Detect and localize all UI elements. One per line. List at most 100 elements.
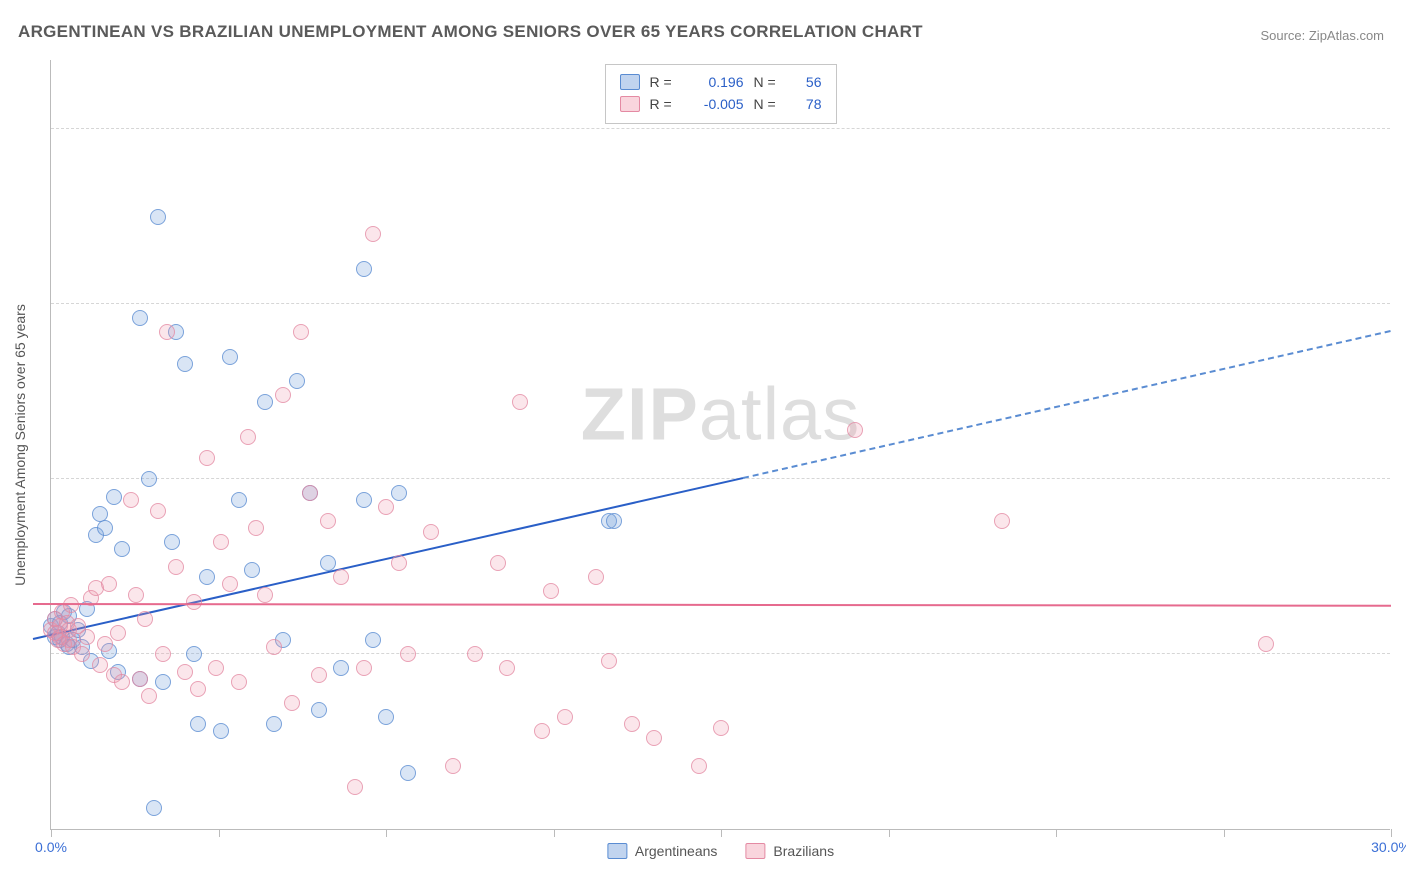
data-point — [186, 594, 202, 610]
legend-bottom-argentineans: Argentineans — [607, 843, 718, 859]
data-point — [106, 489, 122, 505]
legend-n-label: N = — [754, 74, 782, 90]
data-point — [994, 513, 1010, 529]
swatch-brazilians-icon — [620, 96, 640, 112]
data-point — [512, 394, 528, 410]
data-point — [208, 660, 224, 676]
data-point — [400, 765, 416, 781]
data-point — [114, 674, 130, 690]
gridline — [51, 653, 1390, 654]
data-point — [199, 450, 215, 466]
x-tick — [1391, 829, 1392, 837]
data-point — [365, 226, 381, 242]
data-point — [293, 324, 309, 340]
data-point — [691, 758, 707, 774]
data-point — [275, 387, 291, 403]
x-tick — [386, 829, 387, 837]
plot-area: ZIPatlas R = 0.196 N = 56 R = -0.005 N =… — [50, 60, 1390, 830]
data-point — [423, 524, 439, 540]
data-point — [137, 611, 153, 627]
x-tick-label: 0.0% — [35, 839, 67, 855]
legend-r-label: R = — [650, 74, 678, 90]
data-point — [231, 492, 247, 508]
data-point — [333, 569, 349, 585]
y-tick-label: 20.0% — [1396, 121, 1406, 137]
x-tick — [554, 829, 555, 837]
regression-line — [743, 330, 1391, 479]
data-point — [141, 471, 157, 487]
data-point — [490, 555, 506, 571]
data-point — [588, 569, 604, 585]
legend-bottom-bra-label: Brazilians — [773, 843, 834, 859]
x-tick-label: 30.0% — [1371, 839, 1406, 855]
data-point — [244, 562, 260, 578]
data-point — [141, 688, 157, 704]
data-point — [240, 429, 256, 445]
y-tick-label: 5.0% — [1396, 646, 1406, 662]
data-point — [320, 513, 336, 529]
legend-n-label: N = — [754, 96, 782, 112]
data-point — [97, 520, 113, 536]
data-point — [302, 485, 318, 501]
data-point — [365, 632, 381, 648]
data-point — [213, 723, 229, 739]
data-point — [222, 576, 238, 592]
data-point — [284, 695, 300, 711]
legend-bra-r-value: -0.005 — [688, 96, 744, 112]
data-point — [624, 716, 640, 732]
data-point — [199, 569, 215, 585]
data-point — [378, 709, 394, 725]
legend-top: R = 0.196 N = 56 R = -0.005 N = 78 — [605, 64, 837, 124]
watermark-rest: atlas — [699, 372, 860, 455]
data-point — [646, 730, 662, 746]
data-point — [266, 716, 282, 732]
chart-title: ARGENTINEAN VS BRAZILIAN UNEMPLOYMENT AM… — [18, 22, 923, 42]
y-axis-label: Unemployment Among Seniors over 65 years — [12, 304, 28, 586]
gridline — [51, 303, 1390, 304]
x-tick — [1056, 829, 1057, 837]
gridline — [51, 478, 1390, 479]
swatch-brazilians-icon — [745, 843, 765, 859]
data-point — [534, 723, 550, 739]
x-tick — [1224, 829, 1225, 837]
data-point — [97, 636, 113, 652]
data-point — [543, 583, 559, 599]
data-point — [320, 555, 336, 571]
data-point — [266, 639, 282, 655]
data-point — [79, 629, 95, 645]
data-point — [356, 492, 372, 508]
legend-arg-n-value: 56 — [792, 74, 822, 90]
data-point — [400, 646, 416, 662]
data-point — [114, 541, 130, 557]
y-tick-label: 10.0% — [1396, 471, 1406, 487]
legend-row-brazilians: R = -0.005 N = 78 — [620, 93, 822, 115]
watermark: ZIPatlas — [581, 371, 860, 456]
data-point — [467, 646, 483, 662]
data-point — [606, 513, 622, 529]
data-point — [231, 674, 247, 690]
data-point — [190, 716, 206, 732]
data-point — [177, 664, 193, 680]
data-point — [1258, 636, 1274, 652]
data-point — [557, 709, 573, 725]
y-tick-label: 15.0% — [1396, 296, 1406, 312]
data-point — [333, 660, 349, 676]
data-point — [164, 534, 180, 550]
data-point — [213, 534, 229, 550]
legend-r-label: R = — [650, 96, 678, 112]
data-point — [146, 800, 162, 816]
legend-bra-n-value: 78 — [792, 96, 822, 112]
data-point — [150, 503, 166, 519]
legend-row-argentineans: R = 0.196 N = 56 — [620, 71, 822, 93]
regression-line — [33, 603, 1391, 607]
legend-bottom: Argentineans Brazilians — [607, 843, 834, 859]
data-point — [356, 660, 372, 676]
x-tick — [219, 829, 220, 837]
data-point — [123, 492, 139, 508]
legend-bottom-brazilians: Brazilians — [745, 843, 834, 859]
data-point — [378, 499, 394, 515]
data-point — [445, 758, 461, 774]
data-point — [601, 653, 617, 669]
x-tick — [889, 829, 890, 837]
data-point — [177, 356, 193, 372]
